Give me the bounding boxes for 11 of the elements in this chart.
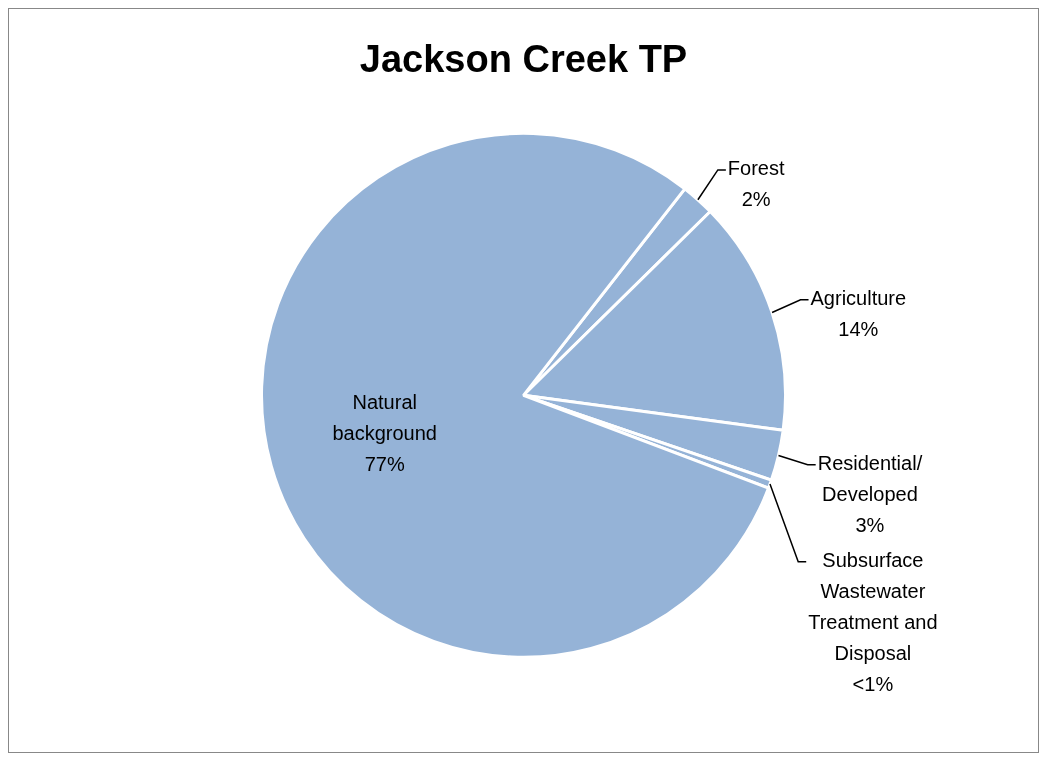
slice-label: Forest	[727, 157, 785, 180]
slice-label: Residential/ Developed	[817, 452, 923, 506]
slice-label: Agriculture	[810, 287, 907, 310]
slice-label: Subsurface Wastewater Treatment and Disposal	[808, 549, 938, 665]
data-label: 3%	[855, 514, 885, 537]
data-label: 14%	[838, 318, 879, 341]
data-label: <1%	[852, 673, 894, 696]
chart-title: Jackson Creek TP	[359, 38, 688, 81]
slice-label: Natural background	[332, 390, 437, 444]
data-label: 2%	[741, 188, 771, 211]
data-label: 77%	[364, 452, 405, 475]
